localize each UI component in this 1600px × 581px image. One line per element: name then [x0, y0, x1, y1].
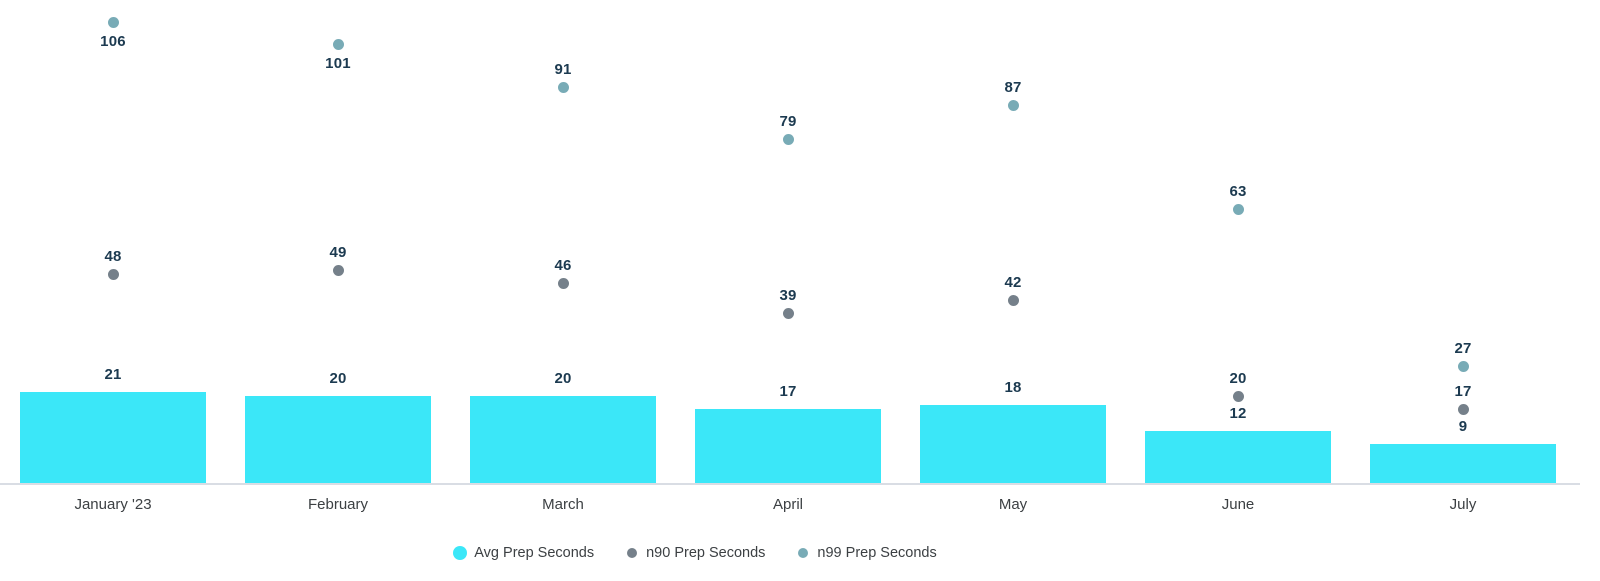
value-label: 39	[779, 287, 797, 304]
n90-prep-seconds-swatch-icon	[627, 548, 638, 558]
avg-prep-seconds-bar[interactable]	[20, 392, 206, 483]
value-label: 20	[329, 370, 347, 387]
value-label: 20	[554, 370, 572, 387]
n99-point[interactable]	[1232, 203, 1244, 215]
value-label: 12	[1229, 405, 1247, 422]
legend-item-avg-prep-seconds[interactable]: Avg Prep Seconds	[453, 545, 594, 561]
n90-point[interactable]	[107, 268, 119, 280]
value-label: 63	[1229, 183, 1247, 200]
x-axis-label: April	[772, 496, 803, 513]
value-label: 106	[100, 33, 126, 50]
avg-prep-seconds-bar[interactable]	[470, 396, 656, 483]
value-label: 20	[1229, 370, 1247, 387]
value-label: 21	[104, 366, 122, 383]
value-label: 87	[1004, 79, 1022, 96]
value-label: 17	[779, 383, 797, 400]
legend-label-n90-prep-seconds: n90 Prep Seconds	[646, 545, 766, 561]
x-axis-label: May	[998, 496, 1028, 513]
avg-prep-seconds-bar[interactable]	[920, 405, 1106, 483]
value-label: 9	[1458, 418, 1468, 435]
n90-point[interactable]	[557, 277, 569, 289]
n99-point[interactable]	[557, 81, 569, 93]
value-label: 49	[329, 244, 347, 261]
avg-prep-seconds-swatch-icon	[453, 546, 468, 560]
n90-point[interactable]	[332, 264, 344, 276]
avg-prep-seconds-bar[interactable]	[1370, 444, 1556, 483]
value-label: 18	[1004, 379, 1022, 396]
legend: Avg Prep Seconds n90 Prep Seconds n99 Pr…	[0, 540, 1600, 566]
x-axis-line	[0, 483, 1580, 485]
value-label: 46	[554, 257, 572, 274]
n90-point[interactable]	[782, 307, 794, 319]
x-axis-label: January '23	[74, 496, 152, 513]
legend-item-n90-prep-seconds[interactable]: n90 Prep Seconds	[625, 545, 765, 561]
value-label: 48	[104, 248, 122, 265]
plot-area: 21 48 106 January '23 20 49 101 February 20 46 91 M…	[20, 16, 1556, 513]
value-label: 101	[325, 55, 351, 72]
n99-point[interactable]	[782, 133, 794, 145]
legend-item-n99-prep-seconds[interactable]: n99 Prep Seconds	[796, 545, 937, 561]
avg-prep-seconds-bar[interactable]	[245, 396, 431, 483]
n99-prep-seconds-swatch-icon	[798, 548, 809, 558]
avg-prep-seconds-bar[interactable]	[695, 409, 881, 483]
x-axis-label: February	[307, 496, 369, 513]
x-axis-label: June	[1221, 496, 1255, 513]
value-label: 91	[554, 61, 572, 78]
x-axis-label: March	[542, 496, 584, 513]
legend-label-avg-prep-seconds: Avg Prep Seconds	[474, 545, 595, 561]
n90-point[interactable]	[1232, 390, 1244, 402]
n99-point[interactable]	[107, 16, 119, 28]
avg-prep-seconds-bar[interactable]	[1145, 431, 1331, 483]
n90-point[interactable]	[1457, 403, 1469, 415]
n99-point[interactable]	[1457, 360, 1469, 372]
value-label: 79	[779, 113, 797, 130]
value-label: 17	[1454, 383, 1472, 400]
n99-point[interactable]	[332, 38, 344, 50]
x-axis-label: July	[1449, 496, 1477, 513]
n90-point[interactable]	[1007, 294, 1019, 306]
value-label: 42	[1004, 274, 1022, 291]
legend-label-n99-prep-seconds: n99 Prep Seconds	[817, 545, 937, 561]
value-label: 27	[1454, 340, 1472, 357]
n99-point[interactable]	[1007, 99, 1019, 111]
